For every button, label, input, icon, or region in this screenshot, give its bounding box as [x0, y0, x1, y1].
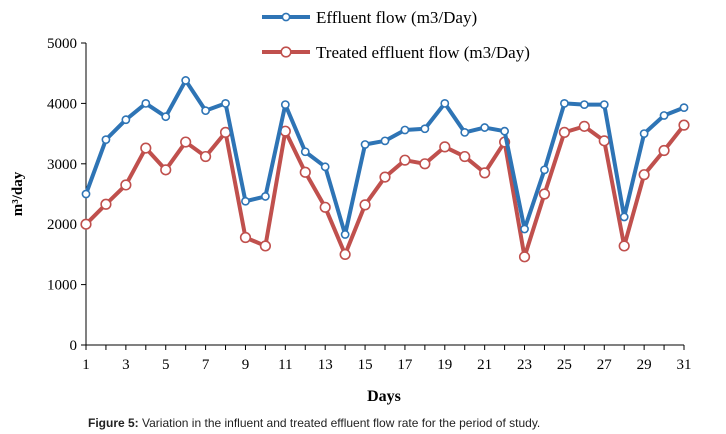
data-point [439, 141, 451, 153]
data-point [241, 196, 250, 206]
x-tick-label: 3 [122, 357, 130, 373]
data-point [538, 188, 551, 200]
x-tick-label: 29 [637, 357, 652, 373]
data-point [140, 142, 152, 154]
x-tick-label: 9 [242, 357, 250, 373]
x-tick-label: 19 [437, 357, 452, 373]
data-point [141, 99, 151, 108]
data-point [81, 189, 91, 199]
data-point [300, 147, 310, 157]
data-point [260, 192, 270, 201]
legend-swatch-marker [280, 46, 292, 58]
x-tick-label: 21 [477, 357, 492, 373]
legend: Effluent flow (m3/Day) Treated effluent f… [262, 8, 530, 62]
data-point [560, 99, 569, 108]
data-point [659, 111, 669, 120]
data-point [419, 158, 431, 170]
y-tick-label: 0 [70, 338, 78, 354]
x-tick-label: 31 [677, 357, 692, 373]
data-point [259, 240, 272, 252]
data-point [201, 106, 210, 116]
data-point [299, 166, 311, 178]
x-tick-label: 15 [358, 357, 373, 373]
data-point [540, 165, 549, 175]
data-point [619, 212, 629, 222]
data-point [160, 164, 172, 176]
y-tick-label: 5000 [47, 36, 77, 52]
legend-entry: Effluent flow (m3/Day) [316, 8, 477, 27]
x-tick-label: 11 [278, 357, 292, 373]
x-tick-label: 7 [202, 357, 210, 373]
data-point [200, 150, 212, 163]
data-point [120, 179, 132, 191]
x-axis: 1 3 5 7 9 11 13 15 17 19 21 23 25 27 29 31 [82, 344, 692, 373]
data-point [100, 198, 112, 210]
data-point [101, 135, 111, 145]
y-tick-label: 3000 [47, 157, 77, 173]
data-point [558, 126, 571, 138]
x-tick-label: 27 [597, 357, 613, 373]
data-point [520, 224, 529, 234]
x-tick-label: 23 [517, 357, 532, 373]
data-point [181, 76, 191, 85]
x-tick-label: 13 [318, 357, 333, 373]
x-tick-label: 25 [557, 357, 572, 373]
data-point [180, 136, 192, 148]
y-axis: 0 1000 2000 3000 4000 5000 [47, 36, 87, 354]
data-point [80, 218, 92, 230]
data-point [161, 112, 171, 122]
x-tick-label: 5 [162, 357, 170, 373]
x-tick-label: 1 [82, 357, 90, 373]
y-axis-label: m³/day [10, 171, 26, 216]
caption-label: Figure 5: [88, 416, 139, 430]
plot-series [80, 76, 690, 263]
series-effluent-flow [81, 76, 689, 239]
data-point [280, 100, 290, 110]
data-point [339, 248, 351, 260]
data-point [459, 150, 471, 163]
data-point [221, 99, 230, 108]
data-point [320, 162, 330, 172]
data-point [638, 169, 650, 181]
data-point [480, 123, 490, 132]
data-point [578, 120, 590, 132]
x-tick-label: 17 [397, 357, 413, 373]
data-point [678, 119, 690, 131]
legend-swatch-marker [281, 12, 291, 22]
data-point [239, 231, 252, 244]
data-point [399, 154, 411, 166]
legend-entry: Treated effluent flow (m3/Day) [316, 43, 530, 62]
data-point [319, 201, 331, 213]
x-axis-label: Days [367, 388, 401, 405]
y-tick-label: 4000 [47, 96, 77, 112]
data-point [618, 240, 630, 252]
data-point [679, 103, 689, 113]
data-point [599, 100, 609, 110]
y-tick-label: 1000 [47, 278, 77, 294]
y-tick-label: 2000 [47, 217, 77, 233]
data-point [359, 199, 371, 211]
data-point [518, 251, 531, 263]
data-point [598, 135, 610, 147]
data-point [460, 127, 470, 137]
data-point [379, 171, 391, 183]
data-point [579, 100, 589, 110]
data-point [658, 144, 670, 157]
data-point [360, 140, 370, 149]
caption-text: Variation in the influent and treated ef… [138, 416, 541, 430]
data-point [440, 99, 450, 108]
data-point [479, 167, 491, 179]
data-point [340, 230, 350, 239]
figure-caption: Figure 5: Variation in the influent and … [88, 416, 708, 430]
data-point [420, 124, 430, 134]
data-point [121, 115, 131, 125]
data-point [380, 136, 390, 146]
data-point [400, 125, 410, 135]
data-point [639, 129, 649, 138]
series-treated-effluent-flow [80, 119, 690, 263]
data-point [500, 126, 509, 136]
